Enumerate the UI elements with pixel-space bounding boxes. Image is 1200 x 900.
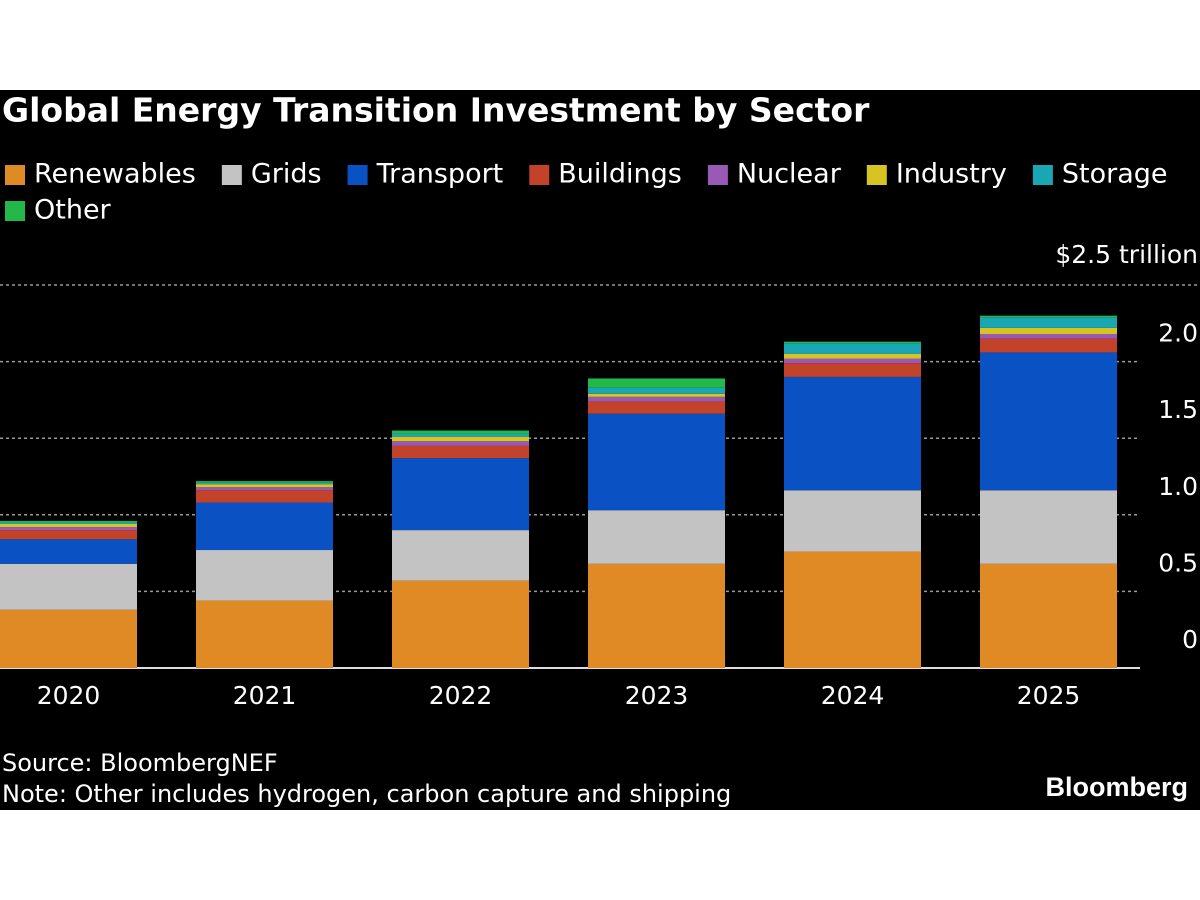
legend-label: Industry: [896, 159, 1007, 190]
bar-segment: [0, 563, 137, 610]
bar-segment: [196, 490, 333, 503]
bar-segment: [196, 484, 333, 488]
y-tick-label: 2.0: [1158, 319, 1198, 348]
bar-segment: [980, 352, 1117, 491]
bar-segment: [588, 387, 725, 394]
bar-segment: [196, 481, 333, 483]
y-tick-label: 1.0: [1158, 472, 1198, 501]
bar-segment: [980, 334, 1117, 339]
bar-segment: [196, 487, 333, 491]
bar-segment: [784, 551, 921, 668]
bar-segment: [588, 563, 725, 668]
bar-segment: [196, 550, 333, 601]
bar-segment: [588, 510, 725, 564]
bar-segment: [196, 482, 333, 485]
y-tick-label: 1.5: [1158, 395, 1198, 424]
bar-segment: [196, 600, 333, 668]
bar-segment: [0, 523, 137, 528]
legend-swatch: [5, 165, 25, 185]
bar-segment: [980, 315, 1117, 318]
legend-label: Other: [34, 195, 112, 226]
bar-segment: [392, 436, 529, 442]
bar-segment: [784, 343, 921, 354]
legend-swatch: [707, 165, 728, 185]
legend-swatch: [347, 165, 368, 185]
note: Note: Other includes hydrogen, carbon ca…: [2, 780, 731, 808]
bar-segment: [588, 393, 725, 397]
bar-segment: [784, 341, 921, 344]
source: Source: BloombergNEF: [2, 749, 278, 777]
bar-segment: [980, 490, 1117, 564]
bar-segment: [392, 445, 529, 459]
bar-segment: [392, 530, 529, 581]
bar-segment: [0, 527, 137, 531]
bar-segment: [588, 401, 725, 414]
legend-label: Transport: [376, 159, 504, 190]
bar-segment: [784, 353, 921, 359]
bar-segment: [588, 396, 725, 402]
x-tick-label: 2025: [1017, 681, 1081, 710]
bar-segment: [980, 327, 1117, 335]
bar-segment: [392, 441, 529, 446]
legend-label: Storage: [1062, 159, 1168, 190]
legend-swatch: [1032, 165, 1053, 185]
bar-segment: [980, 563, 1117, 668]
bar-segment: [392, 580, 529, 668]
legend-swatch: [221, 165, 242, 185]
bar-segment: [784, 363, 921, 377]
bar-segment: [392, 433, 529, 437]
legend-label: Renewables: [34, 159, 196, 190]
legend-swatch: [529, 165, 550, 185]
x-tick-label: 2023: [625, 681, 689, 710]
bar-segment: [0, 609, 137, 668]
legend-swatch: [866, 165, 887, 185]
bar-segment: [784, 358, 921, 364]
x-tick-label: 2024: [821, 681, 885, 710]
bar-segment: [784, 490, 921, 552]
chart-title: Global Energy Transition Investment by S…: [2, 91, 870, 130]
x-tick-label: 2021: [233, 681, 297, 710]
legend-swatch: [5, 201, 25, 221]
x-tick-label: 2022: [429, 681, 493, 710]
y-tick-label: 0: [1182, 625, 1198, 654]
y-tick-label: 0.5: [1158, 548, 1198, 577]
bar-segment: [392, 458, 529, 531]
bar-segment: [0, 520, 137, 523]
bar-segment: [980, 338, 1117, 353]
bar-segment: [980, 317, 1117, 328]
bar-segment: [0, 522, 137, 524]
bar-segment: [0, 539, 137, 564]
legend-label: Buildings: [558, 159, 682, 190]
bar-segment: [588, 378, 725, 388]
brand: Bloomberg: [1045, 772, 1188, 802]
bar-segment: [784, 376, 921, 491]
bar-segment: [588, 413, 725, 511]
legend-label: Grids: [251, 159, 322, 190]
bar-segment: [392, 430, 529, 434]
y-tick-label: $2.5 trillion: [1055, 240, 1198, 269]
x-tick-label: 2020: [37, 681, 101, 710]
legend-label: Nuclear: [737, 159, 842, 190]
bar-segment: [196, 502, 333, 551]
bar-segment: [0, 530, 137, 540]
